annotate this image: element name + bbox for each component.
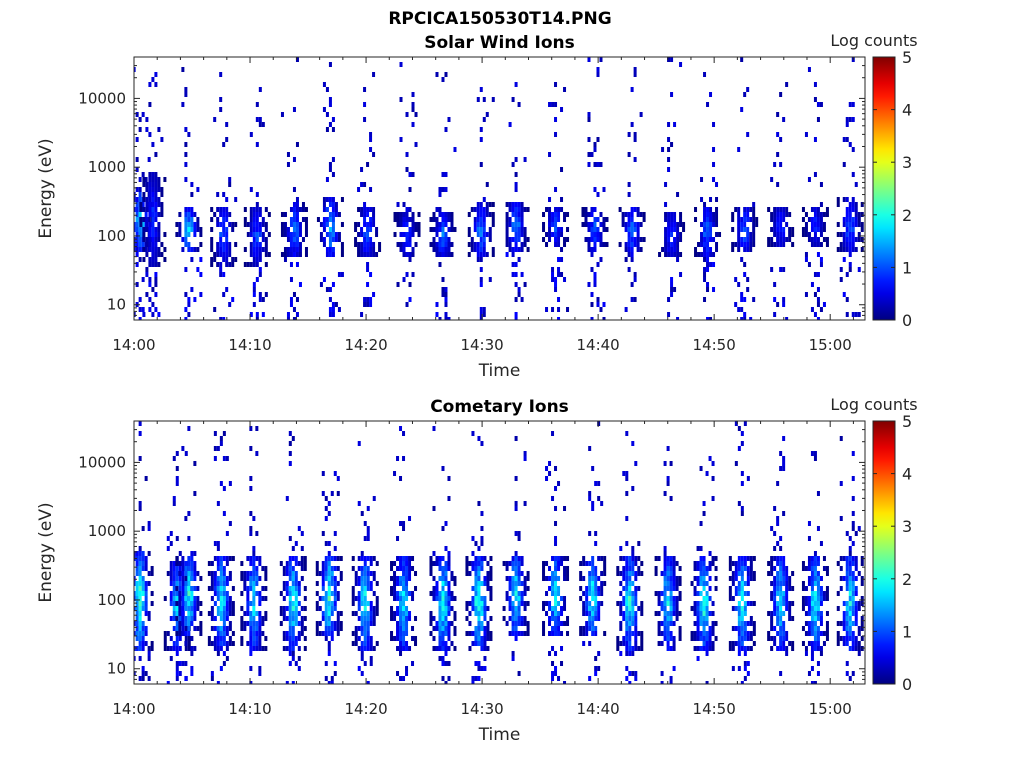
burst-18: [731, 57, 759, 320]
y-axis: 10 100 1000 10000 Energy (eV): [36, 420, 865, 685]
y-tick-label: 10: [107, 660, 126, 678]
x-tick-label: 14:50: [693, 700, 736, 718]
y-tick-label: 10000: [78, 89, 126, 107]
x-tick-label: 14:10: [228, 700, 271, 718]
burst-20: [801, 67, 829, 320]
x-tick-label: 14:20: [344, 700, 387, 718]
burst-11: [465, 431, 493, 684]
spectrogram-cells: [134, 57, 864, 320]
burst-13: [542, 431, 570, 684]
burst-19: [767, 82, 795, 320]
axes-frame: [133, 56, 866, 321]
burst-17: [694, 72, 722, 320]
plot-area: [134, 57, 865, 320]
colorbar-tick-label: 2: [902, 570, 912, 589]
axes-frame: [133, 420, 866, 685]
x-tick-label: 14:00: [112, 700, 155, 718]
burst-20: [801, 451, 829, 684]
colorbar-tick-label: 2: [902, 206, 912, 225]
burst-1: [134, 421, 154, 681]
burst-5: [243, 87, 271, 320]
burst-3: [175, 426, 203, 681]
burst-17: [690, 456, 718, 684]
panel-title: Solar Wind Ions: [424, 33, 575, 53]
burst-14: [581, 57, 609, 320]
y-tick-label: 100: [97, 591, 126, 609]
burst-13: [542, 82, 570, 320]
colorbar-label: Log counts: [830, 31, 917, 50]
x-axis-label: Time: [478, 361, 521, 381]
burst-7: [315, 471, 343, 684]
colorbar-tick-label: 1: [902, 258, 912, 277]
spectrogram-cells: [134, 421, 864, 684]
y-tick-label: 10000: [78, 453, 126, 471]
burst-18: [728, 421, 756, 684]
burst-10: [429, 426, 457, 684]
burst-15: [616, 431, 644, 684]
burst-4: [207, 431, 235, 684]
burst-3: [175, 67, 203, 320]
burst-9: [390, 426, 418, 681]
burst-4: [210, 72, 238, 320]
y-axis-label: Energy (eV): [36, 138, 56, 238]
y-axis-label: Energy (eV): [36, 502, 56, 602]
x-axis: 14:00 14:10 14:20 14:30 14:40 14:50 15:00 Time: [112, 421, 854, 745]
burst-16: [658, 57, 686, 320]
x-tick-label: 15:00: [809, 336, 852, 354]
burst-2: [139, 72, 167, 317]
y-tick-label: 10: [107, 296, 126, 314]
colorbar-tick-label: 0: [902, 675, 912, 694]
burst-15: [618, 67, 646, 312]
burst-7: [316, 62, 344, 317]
panel-title: Cometary Ions: [430, 397, 569, 417]
x-axis-label: Time: [478, 725, 521, 745]
x-tick-label: 15:00: [809, 700, 852, 718]
x-tick-label: 14:20: [344, 336, 387, 354]
y-tick-label: 1000: [88, 522, 126, 540]
burst-19: [767, 436, 795, 676]
x-tick-label: 14:50: [693, 336, 736, 354]
colorbar-label: Log counts: [830, 395, 917, 414]
burst-5: [240, 426, 268, 684]
colorbar-tick-label: 4: [902, 465, 912, 484]
x-tick-label: 14:40: [577, 336, 620, 354]
colorbar-tick-label: 5: [902, 412, 912, 431]
x-axis: 14:00 14:10 14:20 14:30 14:40 14:50 15:00 Time: [112, 57, 854, 381]
x-tick-label: 14:40: [577, 700, 620, 718]
burst-6: [279, 431, 307, 684]
y-tick-label: 1000: [88, 158, 126, 176]
burst-11: [467, 87, 495, 320]
burst-9: [393, 62, 421, 307]
burst-8: [354, 72, 382, 317]
colorbar-tick-label: 1: [902, 622, 912, 641]
x-tick-label: 14:30: [460, 700, 503, 718]
burst-14: [579, 421, 607, 681]
burst-21: [836, 57, 864, 317]
burst-6: [280, 57, 308, 320]
x-tick-label: 14:10: [228, 336, 271, 354]
colorbar-tick-label: 5: [902, 48, 912, 67]
burst-8: [351, 441, 379, 684]
y-axis: 10 100 1000 10000 Energy (eV): [36, 56, 865, 321]
colorbar-tick-label: 4: [902, 101, 912, 120]
burst-12: [505, 82, 530, 320]
x-tick-label: 14:30: [460, 336, 503, 354]
colorbar-tick-label: 3: [902, 517, 912, 536]
x-tick-label: 14:00: [112, 336, 155, 354]
colorbar-tick-label: 0: [902, 311, 912, 330]
y-tick-label: 100: [97, 227, 126, 245]
colorbar-tick-label: 3: [902, 153, 912, 172]
burst-10: [429, 72, 457, 320]
burst-12: [502, 436, 530, 676]
figure-title: RPCICA150530T14.PNG: [388, 9, 611, 29]
burst-16: [654, 446, 682, 684]
